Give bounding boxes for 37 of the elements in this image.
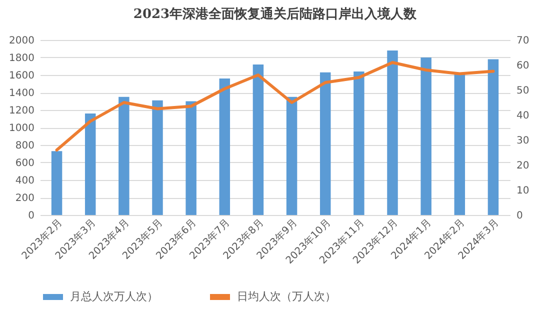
y2-tick-label: 60	[516, 60, 530, 72]
y-tick-label: 2000	[9, 36, 34, 46]
bar	[84, 114, 96, 215]
y2-tick-label: 40	[516, 110, 530, 122]
bar	[320, 72, 331, 215]
chart-title: 2023年深港全面恢复通关后陆路口岸出入境人数	[133, 6, 418, 22]
y2-tick-label: 30	[516, 136, 530, 146]
legend-label: 日均人次（万人次）	[237, 290, 336, 303]
bar	[354, 72, 364, 215]
bar	[51, 151, 62, 215]
y-tick-label: 0	[28, 210, 34, 222]
y-tick-label: 800	[15, 140, 34, 152]
bar	[152, 100, 163, 215]
line-series	[55, 61, 495, 152]
y-tick-label: 400	[15, 176, 34, 186]
bar	[252, 64, 264, 215]
y2-tick-label: 50	[516, 86, 530, 96]
bar	[488, 59, 499, 215]
y2-tick-label: 20	[516, 160, 530, 172]
y-tick-label: 1600	[9, 70, 34, 82]
y2-tick-label: 70	[516, 36, 530, 46]
bar	[219, 78, 230, 215]
y-tick-label: 1000	[9, 123, 34, 134]
bar	[186, 101, 196, 215]
bar	[387, 50, 398, 215]
bar	[454, 73, 466, 215]
bar	[118, 96, 130, 215]
y2-tick-label: 0	[516, 210, 523, 222]
legend-label: 月总人次万人次）	[70, 290, 158, 303]
y-tick-label: 600	[15, 158, 34, 169]
y-tick-label: 200	[15, 193, 34, 204]
y-tick-label: 1200	[9, 106, 34, 116]
y2-tick-label: 10	[516, 186, 530, 196]
y-tick-label: 1400	[9, 88, 34, 99]
bar	[286, 96, 298, 215]
bar	[420, 58, 432, 215]
y-tick-label: 1800	[9, 53, 34, 64]
